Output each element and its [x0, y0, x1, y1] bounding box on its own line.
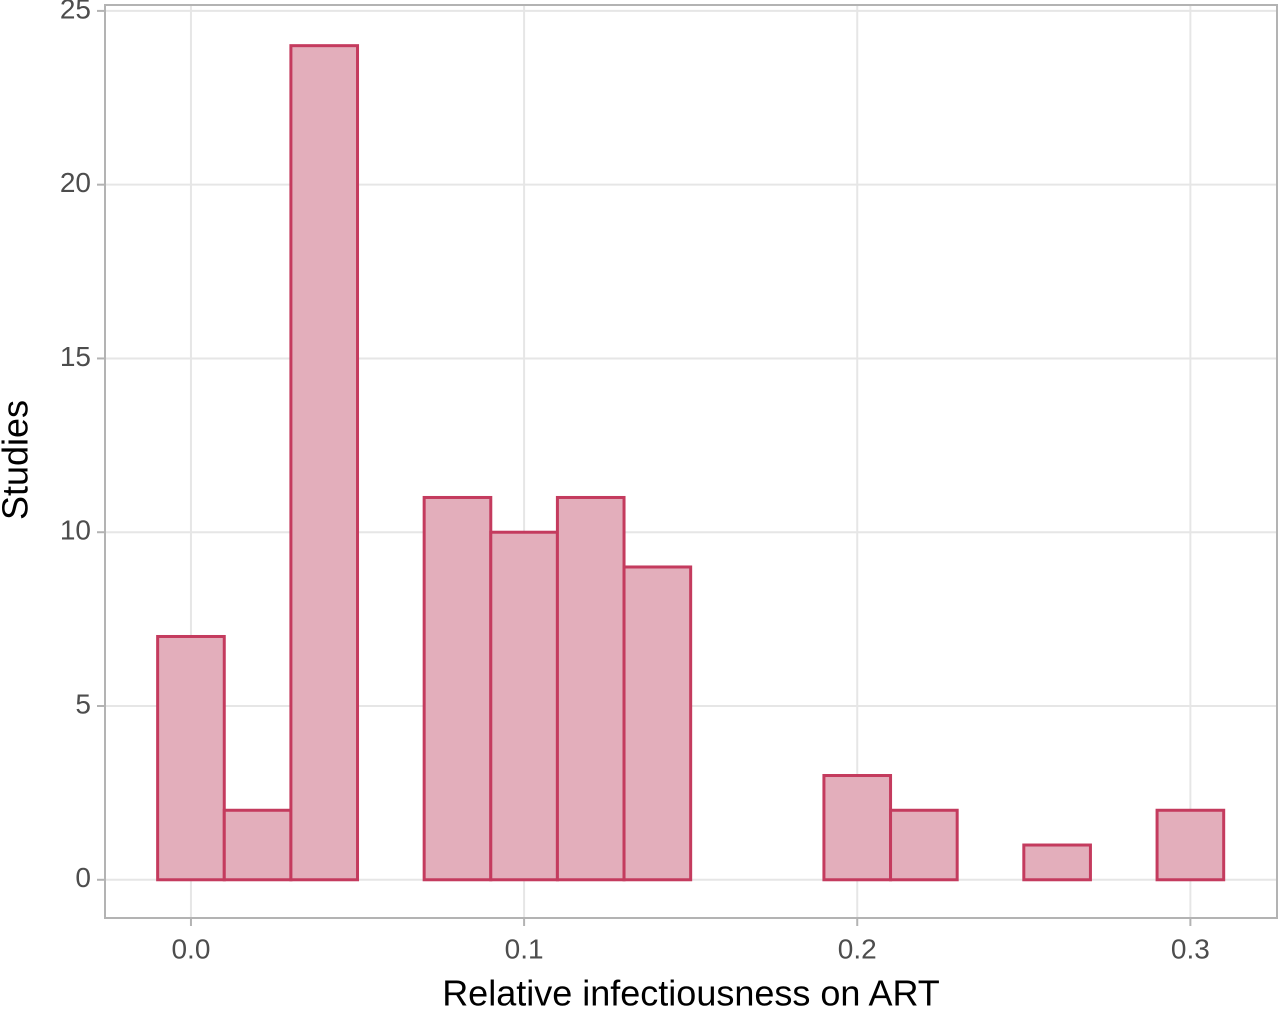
- bar: [489, 530, 559, 882]
- bar: [1155, 808, 1226, 882]
- y-tick-label: 0: [75, 862, 91, 893]
- bar: [822, 774, 893, 882]
- y-tick-label: 5: [75, 688, 91, 719]
- x-tick-label: 0.2: [838, 933, 877, 964]
- bar: [1022, 843, 1092, 882]
- y-tick-label: 15: [60, 341, 91, 372]
- x-axis-title: Relative infectiousness on ART: [442, 973, 940, 1010]
- bar: [289, 44, 360, 882]
- bar: [622, 565, 693, 882]
- y-tick-label: 20: [60, 167, 91, 198]
- y-axis-title: Studies: [0, 400, 36, 520]
- x-tick-label: 0.3: [1171, 933, 1210, 964]
- x-tick-label: 0.0: [171, 933, 210, 964]
- bar: [555, 495, 626, 882]
- bar: [156, 634, 226, 882]
- bar: [422, 495, 493, 882]
- panel-border: [104, 4, 1278, 919]
- y-tick-label: 25: [60, 0, 91, 24]
- y-tick-label: 10: [60, 515, 91, 546]
- bar: [889, 808, 959, 882]
- x-tick-label: 0.1: [505, 933, 544, 964]
- bar: [222, 808, 293, 882]
